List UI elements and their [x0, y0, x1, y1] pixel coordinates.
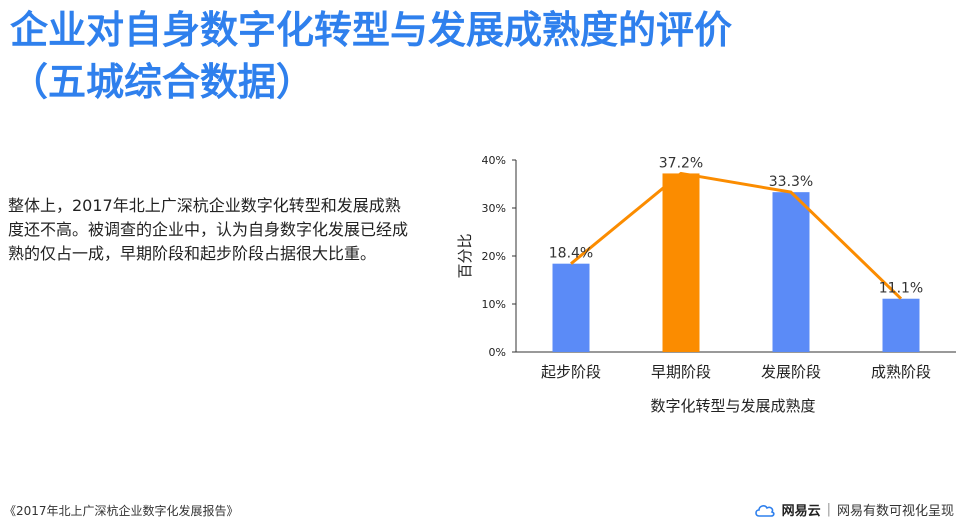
summary-text: 整体上，2017年北上广深杭企业数字化转型和发展成熟度还不高。被调查的企业中，认… — [8, 196, 409, 263]
trend-line — [570, 171, 903, 300]
brand-name: 网易云 — [781, 504, 821, 519]
x-tick-label: 成熟阶段 — [871, 363, 931, 381]
bar-value-label: 11.1% — [879, 281, 923, 297]
bar — [662, 173, 700, 352]
bar — [552, 263, 590, 352]
y-tick-label: 40% — [482, 154, 506, 167]
y-tick-label: 30% — [482, 202, 506, 215]
x-tick-label: 早期阶段 — [651, 363, 711, 381]
bar — [772, 192, 810, 352]
bar-value-label: 18.4% — [549, 246, 593, 262]
y-tick-label: 0% — [489, 346, 506, 359]
title-line-1: 企业对自身数字化转型与发展成熟度的评价 — [10, 8, 733, 52]
bar-value-label: 33.3% — [769, 174, 813, 190]
brand-tagline: 网易有数可视化呈现 — [836, 504, 954, 519]
bar-chart: 0% 10% 20% 30% 40% 18.4% 起步阶段 37.2% 早期阶段 33.3% 发展… — [456, 154, 956, 415]
x-axis-label: 数字化转型与发展成熟度 — [650, 397, 815, 415]
x-tick-label: 发展阶段 — [761, 363, 821, 381]
x-tick-label: 起步阶段 — [541, 363, 601, 381]
brand-separator: | — [826, 502, 831, 517]
title-line-2: （五城综合数据） — [10, 60, 315, 104]
brand-footer: 网易云 | 网易有数可视化呈现 — [754, 500, 954, 519]
y-axis-label: 百分比 — [456, 233, 474, 278]
cloud-logo-icon — [754, 504, 775, 517]
page-title: 企业对自身数字化转型与发展成熟度的评价 （五城综合数据） — [10, 4, 910, 108]
bar — [882, 298, 920, 352]
y-tick-label: 20% — [482, 250, 506, 263]
source-citation: 《2017年北上广深杭企业数字化发展报告》 — [4, 504, 239, 518]
bar-value-label: 37.2% — [659, 155, 703, 171]
y-tick-label: 10% — [482, 298, 506, 311]
